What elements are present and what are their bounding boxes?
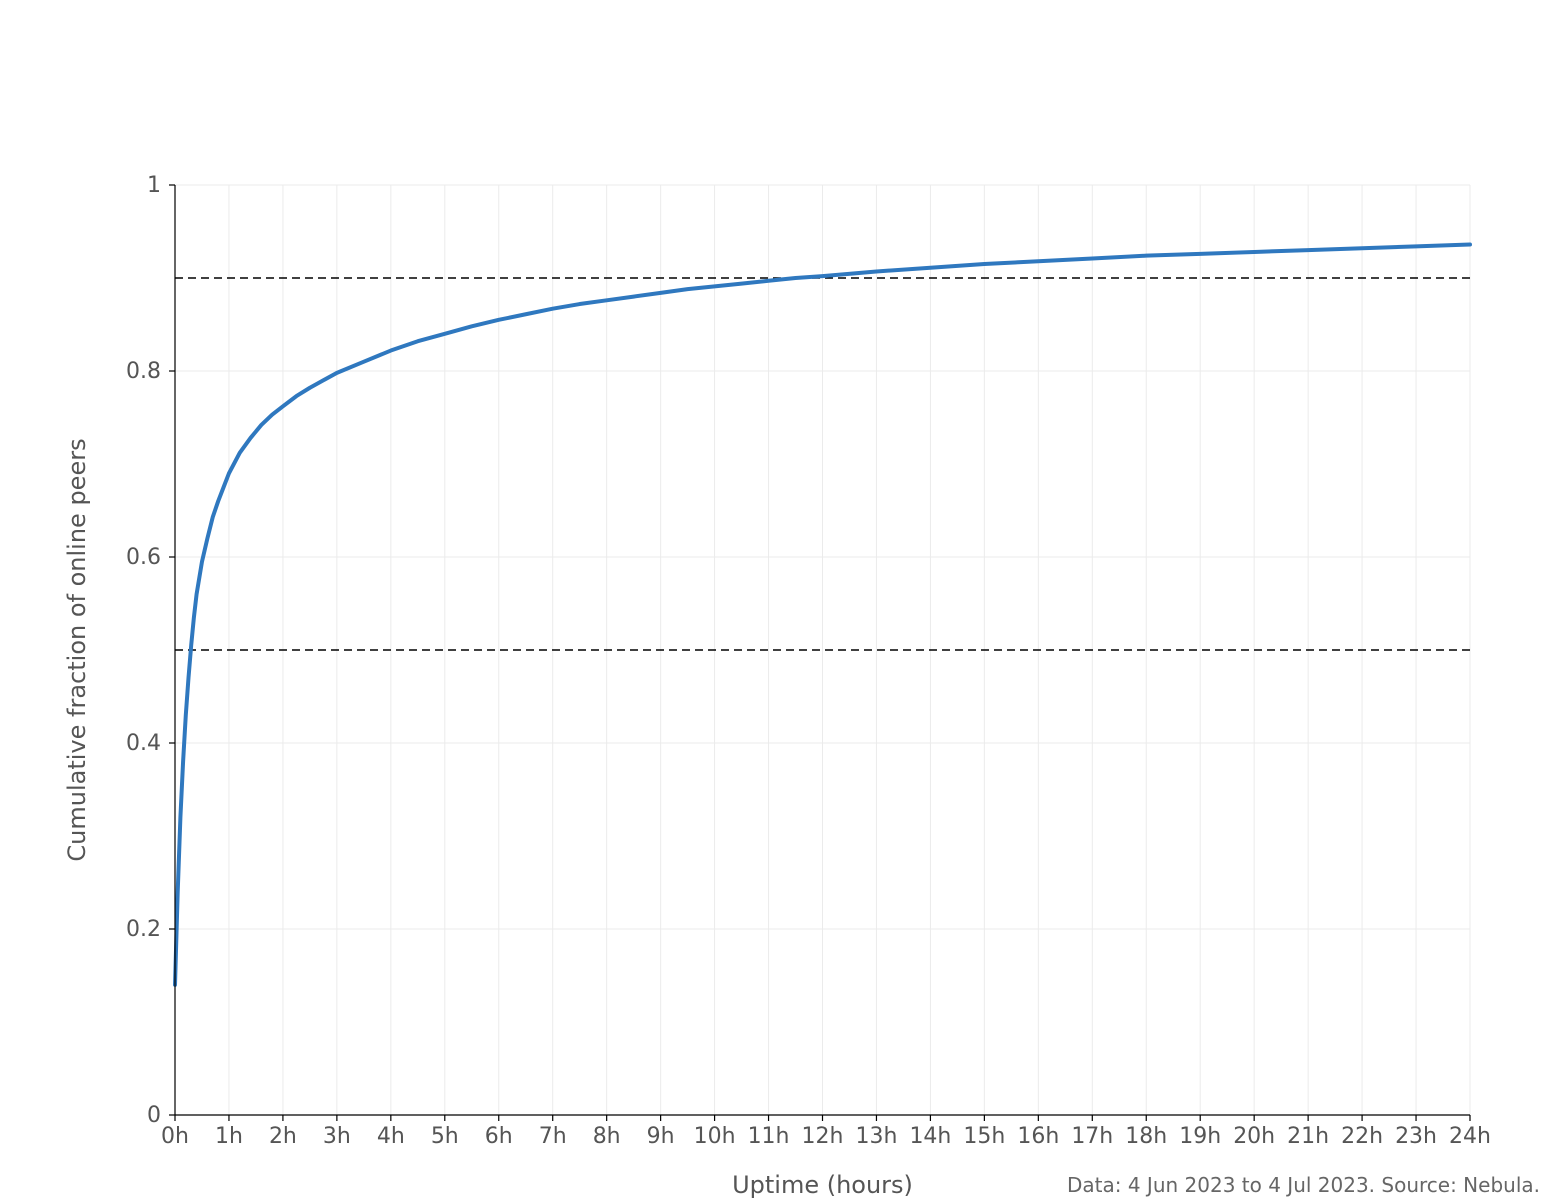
x-tick-label: 19h bbox=[1179, 1124, 1221, 1149]
x-tick-label: 13h bbox=[855, 1124, 897, 1149]
x-tick-label: 1h bbox=[215, 1124, 243, 1149]
x-tick-label: 20h bbox=[1233, 1124, 1275, 1149]
y-tick-label: 1 bbox=[147, 173, 161, 198]
x-tick-label: 24h bbox=[1449, 1124, 1491, 1149]
x-tick-label: 14h bbox=[909, 1124, 951, 1149]
x-tick-label: 21h bbox=[1287, 1124, 1329, 1149]
y-tick-label: 0.6 bbox=[126, 545, 161, 570]
x-tick-label: 23h bbox=[1395, 1124, 1437, 1149]
x-tick-label: 8h bbox=[593, 1124, 621, 1149]
x-tick-label: 16h bbox=[1017, 1124, 1059, 1149]
uptime-cdf-chart: 0h 1h 2h 3h 4h 5h 6h 7h 8h 9h 10h 11h 12h 13h 14h 15h 16… bbox=[0, 0, 1568, 1200]
footer-source-text: Data: 4 Jun 2023 to 4 Jul 2023. Source: … bbox=[1067, 1173, 1540, 1197]
y-tick-label: 0.4 bbox=[126, 731, 161, 756]
x-tick-label: 5h bbox=[431, 1124, 459, 1149]
x-tick-label: 9h bbox=[647, 1124, 675, 1149]
y-axis-label: Cumulative fraction of online peers bbox=[63, 438, 91, 861]
x-axis-label: Uptime (hours) bbox=[732, 1171, 913, 1199]
x-tick-label: 10h bbox=[694, 1124, 736, 1149]
x-tick-label: 2h bbox=[269, 1124, 297, 1149]
x-tick-label: 6h bbox=[485, 1124, 513, 1149]
x-tick-label: 3h bbox=[323, 1124, 351, 1149]
x-tick-label: 22h bbox=[1341, 1124, 1383, 1149]
x-tick-label: 15h bbox=[963, 1124, 1005, 1149]
y-tick-label: 0.2 bbox=[126, 917, 161, 942]
y-tick-label: 0 bbox=[147, 1103, 161, 1128]
y-tick-label: 0.8 bbox=[126, 359, 161, 384]
x-tick-label: 7h bbox=[539, 1124, 567, 1149]
chart-svg: 0h 1h 2h 3h 4h 5h 6h 7h 8h 9h 10h 11h 12h 13h 14h 15h 16… bbox=[0, 0, 1568, 1200]
x-tick-label: 11h bbox=[748, 1124, 790, 1149]
x-tick-label: 12h bbox=[802, 1124, 844, 1149]
x-tick-label: 18h bbox=[1125, 1124, 1167, 1149]
x-tick-label: 0h bbox=[161, 1124, 189, 1149]
x-tick-label: 4h bbox=[377, 1124, 405, 1149]
x-tick-label: 17h bbox=[1071, 1124, 1113, 1149]
